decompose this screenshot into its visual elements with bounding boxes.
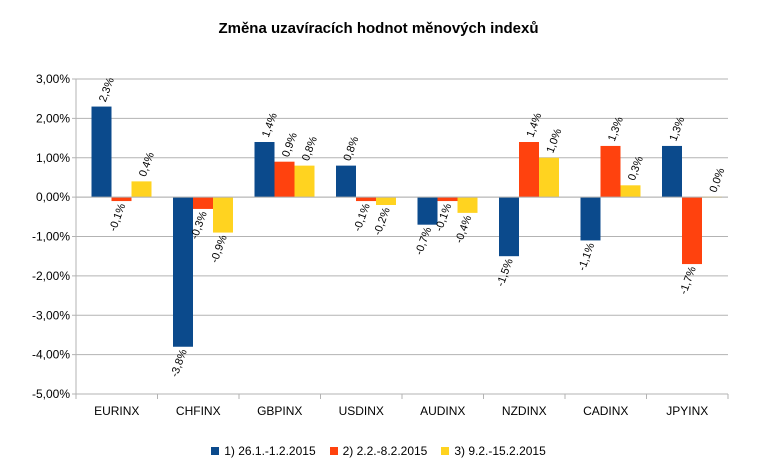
data-label: 1,3% [606,115,626,143]
data-label: -0,2% [372,206,393,237]
legend: 1) 26.1.-1.2.2015 2) 2.2.-8.2.2015 3) 9.2.… [0,444,757,458]
bar [131,181,152,198]
legend-label: 1) 26.1.-1.2.2015 [224,444,316,458]
bar [620,185,641,198]
data-label: -1,7% [678,265,699,296]
data-label: -1,1% [576,241,597,272]
y-tick-label: -4,00% [32,348,70,362]
bar [173,197,193,347]
bar [662,145,682,198]
data-label: -0,1% [107,202,128,233]
data-label: 0,8% [300,135,320,163]
data-label: 0,3% [626,154,646,182]
bar [376,197,396,205]
legend-label: 2) 2.2.-8.2.2015 [342,444,428,458]
bar [600,145,621,198]
y-tick-label: -5,00% [32,387,70,401]
legend-swatch [329,447,338,455]
bar [336,165,356,198]
data-label: -3,8% [169,347,190,378]
bar [682,197,702,265]
bar [499,197,519,257]
bar [417,197,438,225]
bar [457,197,478,213]
data-label: 1,4% [525,111,545,139]
data-label: -0,7% [413,225,434,256]
x-tick-label: AUDINX [420,404,465,418]
data-label: 0,8% [342,135,362,163]
bar [91,106,112,198]
data-label: 0,4% [137,151,157,179]
data-label: 1,0% [545,127,565,155]
data-label: -0,1% [352,202,373,233]
x-tick-label: GBPINX [257,404,302,418]
bar [580,197,601,241]
bar [437,197,458,202]
bar [519,142,539,198]
data-label: 0,9% [280,131,300,159]
x-tick-label: EURINX [94,404,139,418]
data-label: 0,0% [708,166,728,194]
bar [254,142,275,198]
y-tick-label: 3,00% [36,72,70,86]
y-tick-label: 0,00% [36,190,70,204]
bar [294,165,315,198]
y-tick-label: 2,00% [36,111,70,125]
bar [356,197,376,202]
legend-swatch [211,447,220,455]
legend-item: 2) 2.2.-8.2.2015 [329,444,428,458]
legend-label: 3) 9.2.-15.2.2015 [454,444,546,458]
data-label: 1,4% [260,111,280,139]
bar [213,197,233,233]
bar [193,197,213,209]
legend-item: 3) 9.2.-15.2.2015 [441,444,546,458]
data-label: -0,9% [209,233,230,264]
bar [274,161,295,198]
x-tick-label: NZDINX [502,404,547,418]
bar [111,197,132,202]
x-tick-label: CADINX [583,404,628,418]
y-tick-label: -1,00% [32,230,70,244]
chart-title: Změna uzavíracích hodnot měnových indexů [218,20,539,37]
y-tick-label: -2,00% [32,269,70,283]
x-tick-label: JPYINX [666,404,708,418]
y-tick-label: -3,00% [32,308,70,322]
data-label: -0,4% [453,214,474,245]
x-tick-label: CHFINX [176,404,221,418]
bar [539,157,559,198]
y-tick-label: 1,00% [36,151,70,165]
x-tick-label: USDINX [339,404,384,418]
data-label: -1,5% [495,257,516,288]
legend-item: 1) 26.1.-1.2.2015 [211,444,316,458]
legend-swatch [441,447,450,455]
data-label: 1,3% [668,115,688,143]
data-label: 2,3% [97,76,117,104]
